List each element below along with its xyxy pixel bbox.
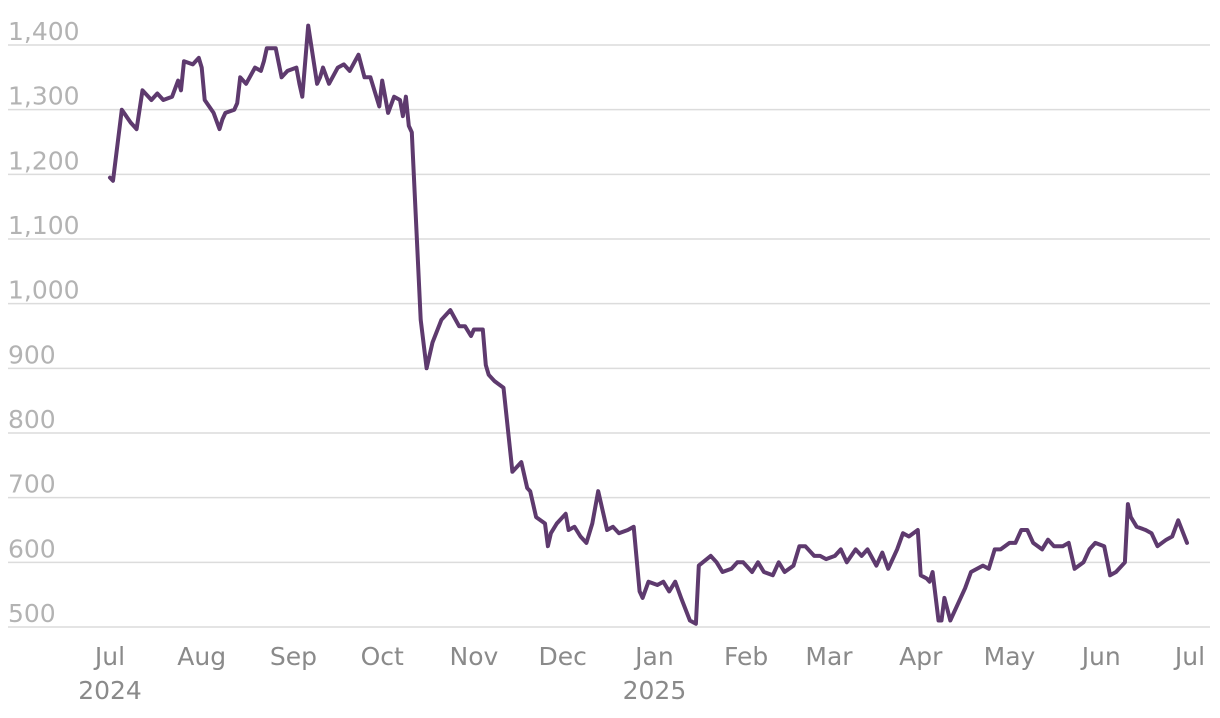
x-tick-label: Jul <box>1173 642 1205 671</box>
x-tick-year-label: 2025 <box>623 676 687 705</box>
x-tick-label: Apr <box>899 642 943 671</box>
y-tick-label: 600 <box>8 534 56 563</box>
x-tick-label: Oct <box>361 642 404 671</box>
series-line <box>108 23 1189 626</box>
y-tick-label: 800 <box>8 405 56 434</box>
x-tick-year-label: 2024 <box>78 676 142 705</box>
y-tick-label: 1,000 <box>8 276 80 305</box>
x-tick-label: Sep <box>270 642 317 671</box>
y-tick-label: 900 <box>8 340 56 369</box>
gridlines <box>8 44 1210 628</box>
x-axis-tick-labels: Jul 2024 Aug Sep Oct Nov Dec Jan 2025 Feb Mar Apr Ma… <box>78 642 1205 705</box>
x-tick-label: Nov <box>450 642 499 671</box>
x-tick-label: Jan <box>633 642 674 671</box>
y-tick-label: 500 <box>8 599 56 628</box>
y-tick-label: 1,300 <box>8 82 80 111</box>
y-tick-label: 700 <box>8 470 56 499</box>
x-tick-label: Dec <box>539 642 587 671</box>
y-tick-label: 1,100 <box>8 211 80 240</box>
y-axis-tick-labels: 1,400 1,300 1,200 1,100 1,000 900 800 700 600 500 <box>8 17 80 628</box>
y-tick-label: 1,400 <box>8 17 80 46</box>
x-tick-label: Jun <box>1080 642 1121 671</box>
y-tick-label: 1,200 <box>8 146 80 175</box>
series-layer <box>108 23 1189 626</box>
x-tick-label: May <box>984 642 1036 671</box>
x-tick-label: Feb <box>724 642 768 671</box>
x-tick-label: Aug <box>177 642 226 671</box>
x-tick-label: Jul <box>93 642 125 671</box>
x-tick-label: Mar <box>805 642 853 671</box>
